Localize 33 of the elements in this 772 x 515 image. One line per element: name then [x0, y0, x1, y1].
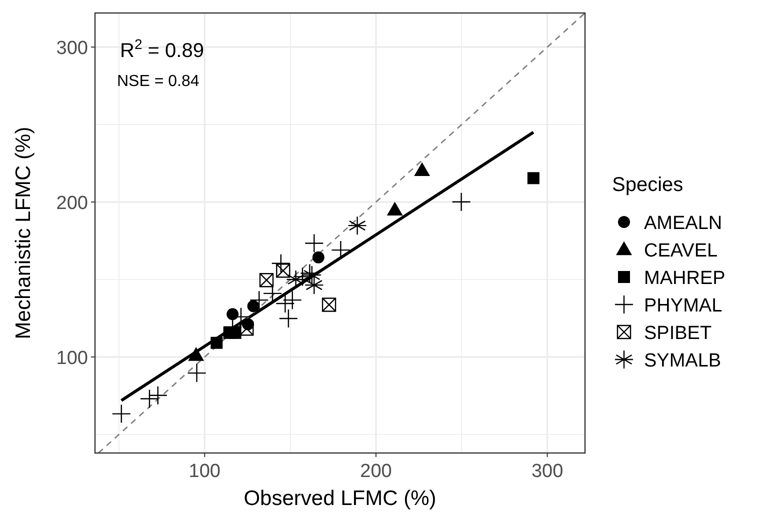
annotation: NSE = 0.84: [117, 73, 200, 90]
annotation: R$^{2}$ = 0.89: [120, 36, 204, 62]
y-axis-title: Mechanistic LFMC (%): [12, 126, 35, 340]
point: [322, 298, 336, 312]
point: [278, 308, 298, 328]
y-tick-label: 200: [56, 193, 88, 214]
y-tick-label: 300: [56, 38, 88, 60]
x-axis-title: Observed LFMC (%): [244, 487, 436, 510]
point: [188, 347, 204, 361]
legend-label: SYMALB: [644, 350, 722, 372]
y-tick-label: 100: [56, 348, 88, 369]
legend-label: PHYMAL: [644, 296, 722, 316]
legend-label: MAHREP: [644, 268, 726, 289]
legend-label: SPIBET: [644, 323, 712, 344]
point: [527, 172, 540, 184]
point: [386, 202, 403, 216]
x-tick-label: 300: [531, 461, 564, 482]
point: [276, 264, 290, 278]
legend-title: Species: [612, 174, 684, 196]
x-tick-label: 200: [360, 461, 392, 482]
point: [259, 273, 274, 288]
legend-label: AMEALN: [644, 213, 722, 234]
point: [240, 321, 254, 336]
x-tick-label: 100: [188, 461, 220, 482]
point: [414, 162, 430, 176]
point: [286, 270, 306, 290]
point: [312, 251, 324, 264]
point: [304, 275, 324, 295]
point: [226, 308, 239, 320]
legend-label: CEAVEL: [644, 240, 718, 262]
point: [210, 336, 223, 349]
point: [247, 300, 260, 312]
point: [348, 216, 367, 236]
